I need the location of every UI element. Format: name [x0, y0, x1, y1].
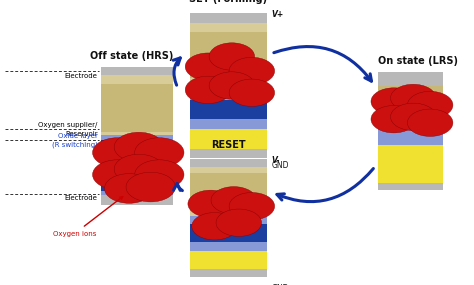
Text: SET (Forming): SET (Forming) [189, 0, 267, 5]
Circle shape [92, 138, 142, 167]
Circle shape [92, 160, 142, 190]
FancyBboxPatch shape [190, 13, 266, 23]
Circle shape [209, 43, 255, 70]
FancyBboxPatch shape [190, 32, 266, 78]
FancyBboxPatch shape [190, 242, 266, 251]
Circle shape [229, 57, 274, 85]
Text: Off state (HRS): Off state (HRS) [90, 51, 173, 61]
Text: Oxygen supplier/: Oxygen supplier/ [38, 122, 98, 128]
Circle shape [391, 84, 436, 112]
FancyBboxPatch shape [101, 84, 173, 132]
Circle shape [407, 91, 453, 119]
Circle shape [211, 187, 256, 214]
FancyBboxPatch shape [190, 269, 266, 277]
Text: Oxygen ions: Oxygen ions [53, 197, 123, 237]
Circle shape [188, 190, 233, 217]
Text: Oxide layer: Oxide layer [58, 133, 98, 139]
Circle shape [391, 103, 436, 131]
Circle shape [229, 193, 274, 220]
Circle shape [104, 174, 154, 203]
FancyBboxPatch shape [190, 119, 266, 129]
Circle shape [229, 79, 274, 106]
Text: V+: V+ [271, 10, 283, 19]
FancyBboxPatch shape [101, 195, 173, 205]
FancyBboxPatch shape [190, 78, 266, 88]
Text: Electrode: Electrode [65, 196, 98, 201]
Circle shape [135, 160, 184, 190]
FancyBboxPatch shape [101, 140, 173, 191]
FancyBboxPatch shape [101, 132, 173, 135]
FancyBboxPatch shape [190, 100, 266, 119]
Circle shape [371, 105, 417, 133]
FancyBboxPatch shape [377, 86, 443, 129]
FancyBboxPatch shape [190, 251, 266, 269]
FancyBboxPatch shape [377, 183, 443, 190]
FancyBboxPatch shape [190, 159, 266, 167]
Circle shape [371, 88, 417, 115]
FancyBboxPatch shape [377, 72, 443, 86]
Circle shape [216, 209, 262, 236]
FancyBboxPatch shape [101, 75, 173, 84]
Circle shape [114, 132, 164, 162]
Text: Reservoir: Reservoir [65, 131, 98, 137]
Circle shape [192, 213, 237, 240]
FancyBboxPatch shape [190, 210, 266, 216]
FancyBboxPatch shape [190, 88, 266, 100]
FancyBboxPatch shape [377, 145, 443, 183]
FancyBboxPatch shape [190, 149, 266, 158]
FancyBboxPatch shape [101, 191, 173, 195]
FancyBboxPatch shape [190, 167, 266, 173]
Text: Electrode: Electrode [65, 73, 98, 79]
FancyBboxPatch shape [190, 216, 266, 224]
Circle shape [209, 72, 255, 99]
Text: RESET: RESET [210, 141, 246, 150]
FancyBboxPatch shape [101, 67, 173, 75]
FancyBboxPatch shape [190, 129, 266, 149]
Text: GND: GND [271, 284, 289, 285]
Circle shape [126, 172, 175, 202]
FancyBboxPatch shape [101, 135, 173, 140]
Circle shape [407, 109, 453, 137]
FancyBboxPatch shape [190, 224, 266, 242]
FancyBboxPatch shape [377, 129, 443, 145]
FancyBboxPatch shape [190, 23, 266, 32]
Text: V-: V- [271, 156, 280, 165]
Text: GND: GND [271, 161, 289, 170]
Text: On state (LRS): On state (LRS) [377, 56, 457, 66]
Circle shape [185, 76, 231, 103]
Circle shape [135, 138, 184, 167]
Text: (R switching): (R switching) [52, 142, 98, 148]
FancyBboxPatch shape [190, 173, 266, 210]
Circle shape [185, 53, 231, 80]
Circle shape [114, 154, 164, 184]
